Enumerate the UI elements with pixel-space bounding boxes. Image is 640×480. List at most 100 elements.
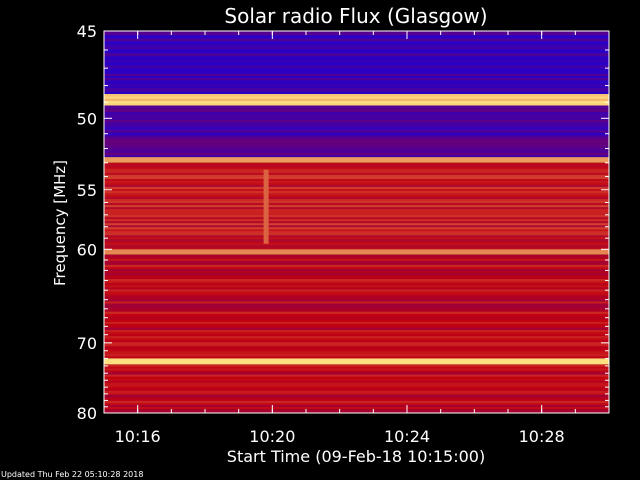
- band-stripe: [104, 325, 609, 329]
- band-stripe: [104, 241, 609, 244]
- band-stripe: [104, 404, 609, 408]
- band-stripe: [104, 239, 609, 242]
- radio-burst: [263, 169, 269, 244]
- band-stripe: [104, 71, 609, 74]
- band-stripe: [104, 124, 609, 127]
- band-stripe: [104, 396, 609, 400]
- band-stripe: [104, 47, 609, 50]
- y-tick: 50: [77, 109, 609, 128]
- band-stripe: [104, 119, 609, 123]
- band-stripe: [104, 295, 609, 298]
- spectrum-band: [104, 358, 609, 365]
- band-stripe: [104, 113, 609, 117]
- band-stripe: [104, 258, 609, 262]
- band-stripe: [104, 178, 609, 182]
- band-stripe: [104, 305, 609, 308]
- band-stripe: [104, 153, 609, 156]
- band-stripe: [104, 77, 609, 81]
- band-stripe: [104, 372, 609, 375]
- band-stripe: [104, 309, 609, 312]
- band-stripe: [104, 53, 609, 56]
- band-stripe: [104, 180, 609, 184]
- band-stripe: [104, 398, 609, 402]
- band-stripe: [104, 323, 609, 327]
- band-stripe: [104, 291, 609, 294]
- band-stripe: [104, 186, 609, 190]
- chart-title: Solar radio Flux (Glasgow): [224, 4, 487, 28]
- band-stripe: [104, 142, 609, 146]
- band-stripe: [104, 289, 609, 292]
- spectrum-band: [104, 364, 609, 414]
- band-stripe: [104, 279, 609, 282]
- x-tick-label: 10:20: [249, 427, 295, 446]
- spectrum-band: [104, 254, 609, 359]
- band-stripe: [104, 273, 609, 276]
- spectrum-band: [104, 249, 609, 255]
- band-stripe: [104, 209, 609, 212]
- band-stripe: [104, 134, 609, 137]
- band-fill: [104, 249, 609, 255]
- band-stripe: [104, 374, 609, 377]
- band-stripe: [104, 229, 609, 232]
- band-stripe: [104, 223, 609, 226]
- y-tick: 70: [77, 334, 609, 353]
- band-stripe: [104, 168, 609, 172]
- x-tick-label: 10:16: [115, 427, 161, 446]
- band-stripe: [104, 221, 609, 224]
- band-stripe: [104, 55, 609, 58]
- band-stripe: [104, 203, 609, 206]
- y-tick: 55: [77, 181, 609, 200]
- band-stripe: [104, 388, 609, 392]
- band-stripe: [104, 192, 609, 196]
- band-stripe: [104, 390, 609, 394]
- band-stripe: [104, 315, 609, 319]
- band-stripe: [104, 65, 609, 68]
- band-stripe: [104, 283, 609, 286]
- band-stripe: [104, 256, 609, 260]
- band-stripe: [104, 376, 609, 379]
- band-stripe: [104, 406, 609, 410]
- y-tick-label: 55: [77, 181, 97, 200]
- band-stripe: [104, 176, 609, 180]
- band-stripe: [104, 140, 609, 144]
- band-stripe: [104, 184, 609, 188]
- band-stripe: [104, 281, 609, 284]
- band-stripe: [104, 307, 609, 310]
- band-stripe: [104, 260, 609, 264]
- band-stripe: [104, 287, 609, 290]
- band-stripe: [104, 338, 609, 341]
- band-stripe: [104, 126, 609, 129]
- spectrum-band: [104, 31, 609, 95]
- band-stripe: [104, 299, 609, 302]
- band-stripe: [104, 138, 609, 141]
- band-stripe: [104, 378, 609, 381]
- band-stripe: [104, 382, 609, 385]
- band-stripe: [104, 243, 609, 246]
- band-stripe: [104, 130, 609, 133]
- band-stripe: [104, 227, 609, 230]
- spectrum-band: [104, 105, 609, 158]
- band-stripe: [104, 350, 609, 353]
- band-stripe: [104, 364, 609, 367]
- y-tick: 60: [77, 240, 609, 259]
- band-stripe: [104, 352, 609, 355]
- band-stripe: [104, 51, 609, 54]
- band-stripe: [104, 301, 609, 304]
- band-stripe: [104, 146, 609, 150]
- band-stripe: [104, 33, 609, 36]
- y-tick-label: 50: [77, 109, 97, 128]
- plot-area: [104, 31, 609, 414]
- band-stripe: [104, 215, 609, 218]
- band-stripe: [104, 188, 609, 192]
- band-stripe: [104, 81, 609, 85]
- y-tick-label: 70: [77, 334, 97, 353]
- band-stripe: [104, 311, 609, 314]
- band-stripe: [104, 136, 609, 139]
- band-stripe: [104, 392, 609, 396]
- band-stripe: [104, 384, 609, 387]
- band-stripe: [104, 340, 609, 343]
- band-stripe: [104, 37, 609, 40]
- band-stripe: [104, 57, 609, 60]
- updated-timestamp: Updated Thu Feb 22 05:10:28 2018: [1, 470, 144, 479]
